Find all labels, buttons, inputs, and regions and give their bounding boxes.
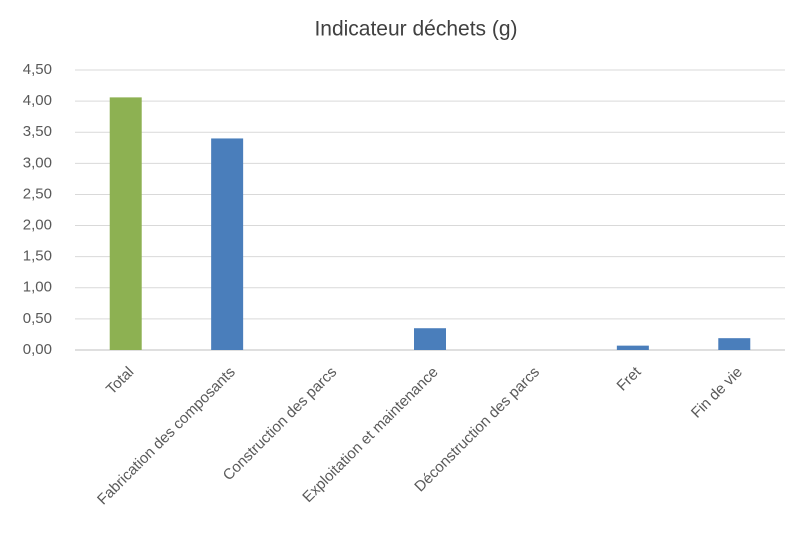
- y-tick-label: 0,00: [23, 341, 52, 358]
- y-tick-label: 2,00: [23, 217, 52, 234]
- y-tick-label: 1,00: [23, 279, 52, 296]
- y-tick-label: 2,50: [23, 185, 52, 202]
- y-tick-label: 3,50: [23, 123, 52, 140]
- y-tick-label: 4,50: [23, 61, 52, 78]
- x-tick-label: Total: [103, 364, 137, 398]
- x-tick-label: Construction des parcs: [220, 364, 340, 484]
- bar: [616, 345, 649, 350]
- bar: [718, 338, 751, 350]
- x-tick-label: Fret: [614, 363, 645, 394]
- x-tick-label: Fin de vie: [688, 364, 746, 422]
- y-tick-label: 0,50: [23, 310, 52, 327]
- bar: [109, 97, 142, 350]
- bar: [414, 328, 446, 350]
- y-tick-label: 1,50: [23, 248, 52, 265]
- chart-title: Indicateur déchets (g): [314, 18, 517, 41]
- bar: [211, 138, 244, 350]
- y-tick-label: 3,00: [23, 154, 52, 171]
- y-tick-label: 4,00: [23, 92, 52, 109]
